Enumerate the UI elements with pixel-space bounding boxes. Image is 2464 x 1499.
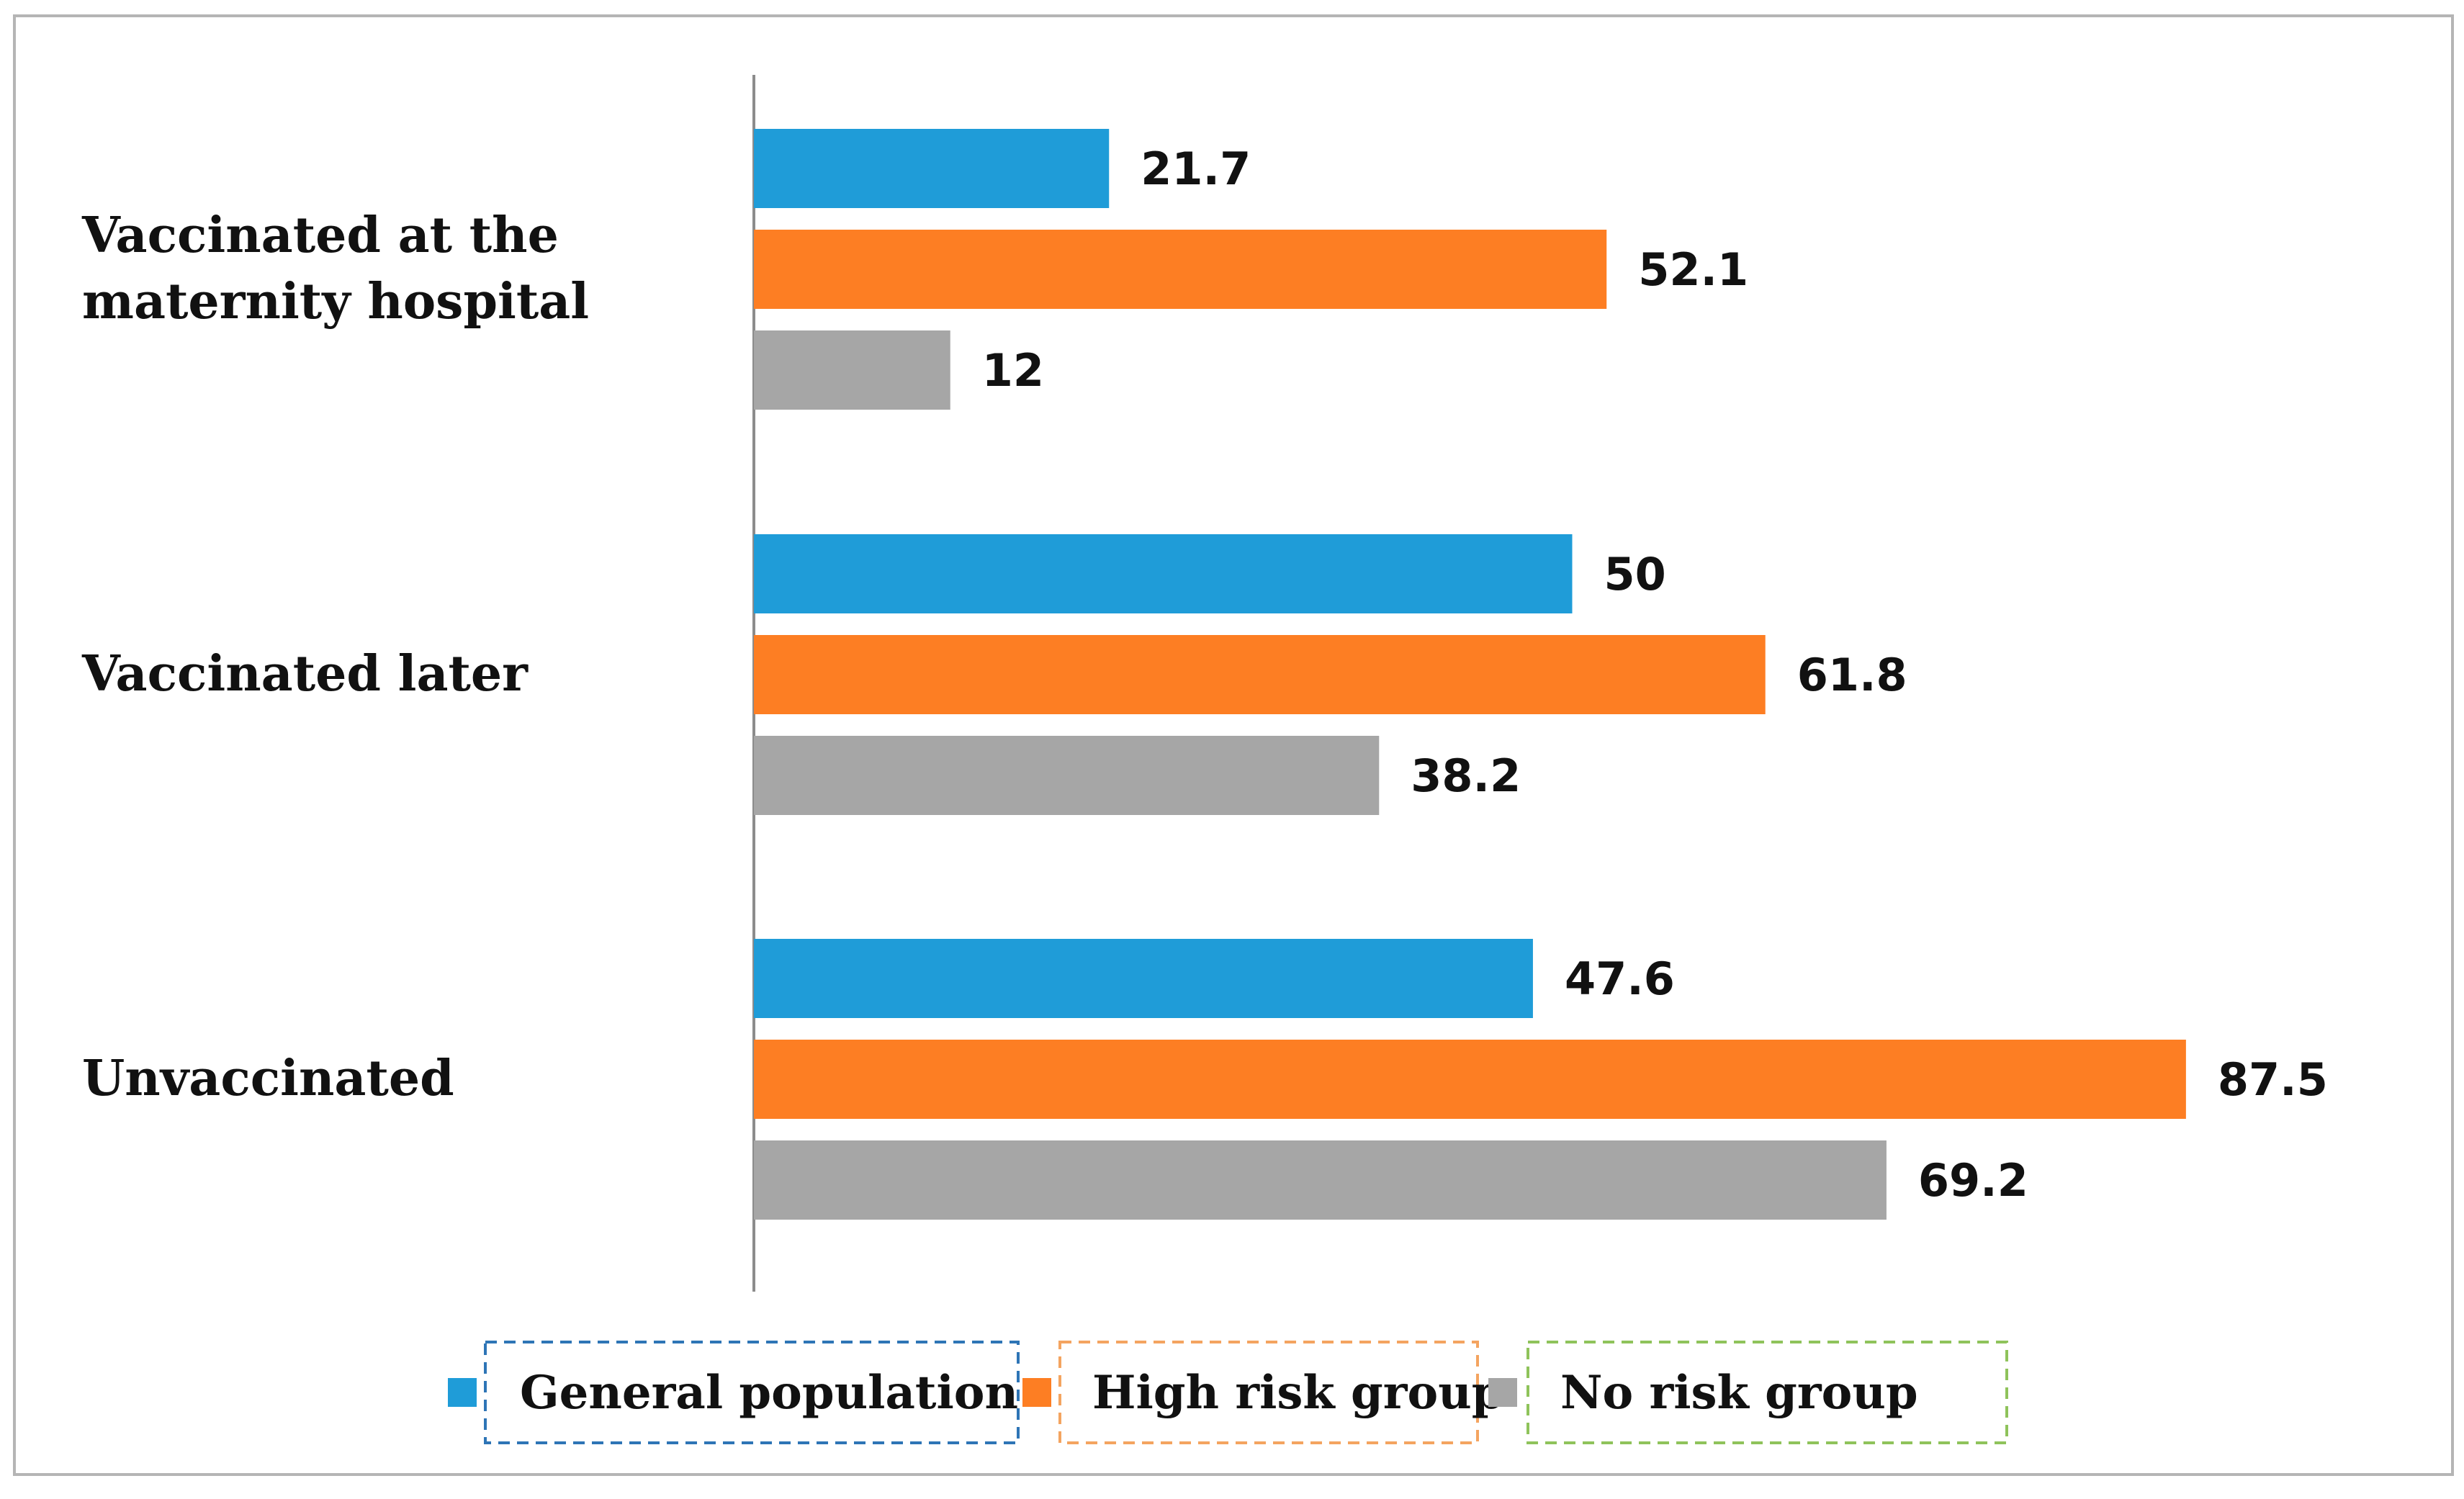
bar-general-population [754, 939, 1533, 1018]
data-label: 87.5 [2218, 1053, 2328, 1106]
legend-box [1058, 1341, 1479, 1444]
bar-no-risk-group [754, 736, 1380, 815]
bar-high-risk-group [754, 230, 1607, 309]
data-label: 61.8 [1797, 649, 1907, 701]
legend-marker [1022, 1378, 1051, 1407]
bar-chart: Vaccinated at the maternity hospital 21.7 5… [81, 75, 2328, 1444]
bar-general-population [754, 129, 1110, 208]
data-label: 21.7 [1141, 143, 1251, 195]
category-label: Vaccinated at the maternity hospital [81, 207, 589, 330]
category-label: Vaccinated later [81, 645, 529, 703]
data-label: 12 [982, 344, 1044, 397]
data-label: 50 [1604, 548, 1666, 600]
legend-box [484, 1341, 1020, 1444]
category-label: Unvaccinated [82, 1050, 454, 1107]
legend-label: General population [520, 1366, 1018, 1420]
data-label: 69.2 [1918, 1154, 2028, 1207]
data-label: 52.1 [1638, 243, 1748, 296]
legend-box [1526, 1341, 2008, 1444]
bar-no-risk-group [754, 330, 950, 410]
data-label: 38.2 [1411, 750, 1521, 802]
chart-frame: Vaccinated at the maternity hospital 21.7 5… [13, 14, 2454, 1476]
legend-marker [448, 1378, 477, 1407]
data-label: 47.6 [1565, 953, 1675, 1005]
bar-high-risk-group [754, 1040, 2186, 1119]
legend-label: High risk group [1092, 1366, 1503, 1420]
bar-general-population [754, 534, 1573, 613]
legend-label: No risk group [1560, 1366, 1918, 1420]
legend-marker [1488, 1378, 1517, 1407]
bar-high-risk-group [754, 635, 1766, 714]
bar-no-risk-group [754, 1140, 1887, 1220]
